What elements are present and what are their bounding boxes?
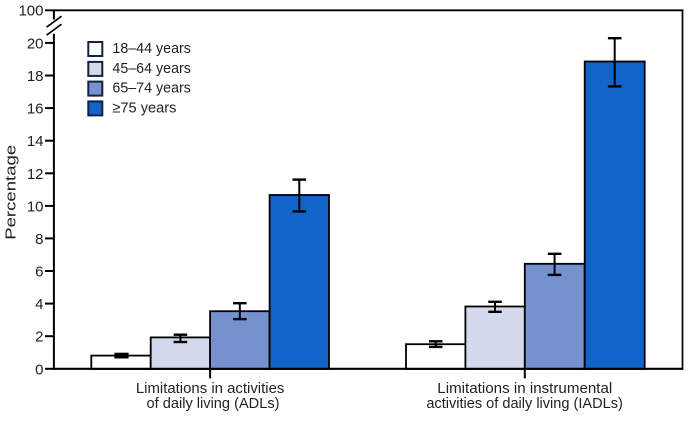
svg-text:4: 4: [35, 296, 43, 313]
svg-text:20: 20: [27, 35, 44, 52]
svg-text:100: 100: [18, 3, 43, 20]
svg-text:of daily living (ADLs): of daily living (ADLs): [147, 395, 280, 412]
svg-text:6: 6: [35, 264, 43, 281]
svg-text:0: 0: [35, 361, 43, 378]
svg-text:45–64 years: 45–64 years: [112, 60, 190, 77]
svg-text:65–74 years: 65–74 years: [112, 80, 190, 97]
svg-text:12: 12: [27, 166, 44, 183]
svg-text:≥75 years: ≥75 years: [112, 99, 176, 116]
svg-text:Percentage: Percentage: [3, 145, 20, 240]
svg-text:18–44 years: 18–44 years: [112, 40, 190, 57]
svg-text:Limitations in activities: Limitations in activities: [136, 380, 285, 397]
svg-text:10: 10: [27, 198, 44, 215]
svg-text:14: 14: [27, 133, 44, 150]
svg-text:Limitations in instrumental: Limitations in instrumental: [437, 380, 612, 397]
svg-text:18: 18: [27, 68, 44, 85]
svg-text:activities of daily living (IA: activities of daily living (IADLs): [426, 395, 623, 412]
svg-text:2: 2: [35, 329, 43, 346]
svg-text:16: 16: [27, 101, 44, 118]
svg-text:8: 8: [35, 231, 43, 248]
